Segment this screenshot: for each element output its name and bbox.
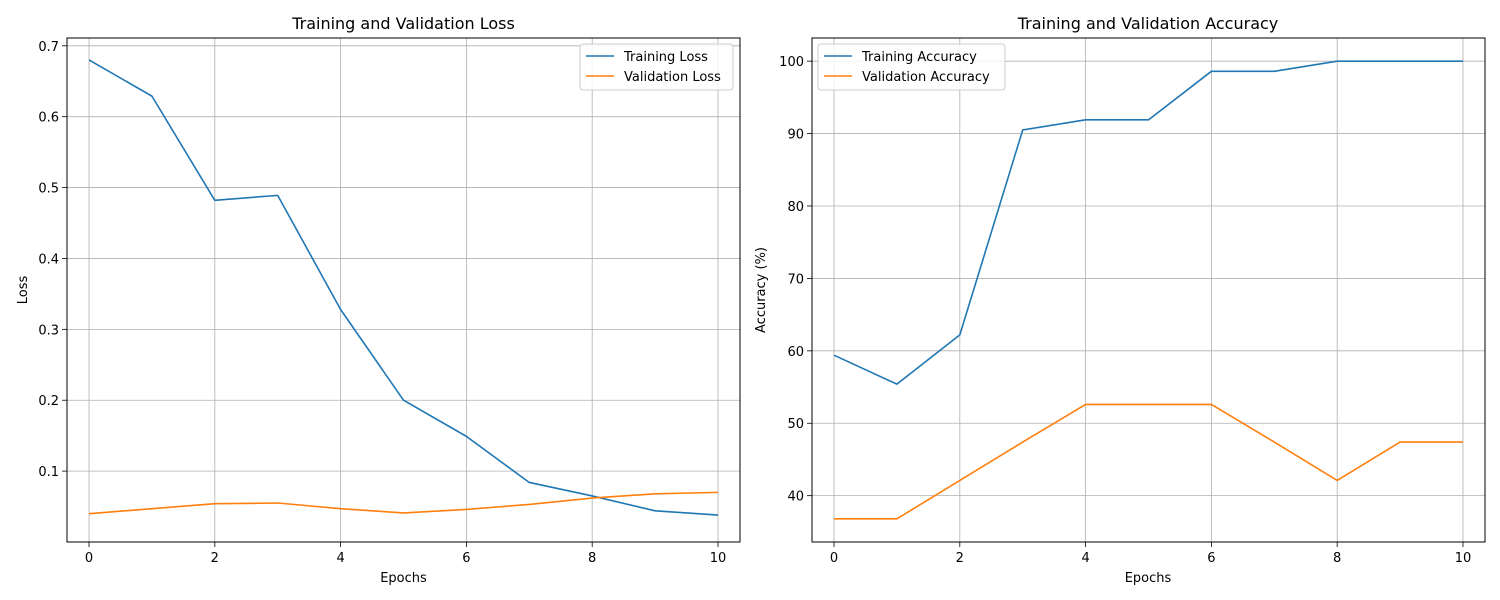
y-axis-label: Loss <box>16 276 31 305</box>
legend-box <box>817 43 1006 91</box>
legend-label-training-loss: Training Loss <box>623 50 708 65</box>
y-tick-label: 0.4 <box>38 252 59 267</box>
plot-frame <box>811 37 1486 543</box>
x-tick-label: 6 <box>462 551 470 566</box>
y-ticks: 0.1 0.2 0.3 0.4 0.5 0.6 0.7 <box>38 40 67 480</box>
series-line-validation-accuracy <box>834 403 1463 520</box>
x-ticks: 0 2 4 6 8 10 <box>830 542 1471 566</box>
x-tick-label: 2 <box>956 551 964 566</box>
grid <box>812 38 1485 542</box>
x-tick-label: 10 <box>710 551 727 566</box>
plot-frame <box>66 37 741 543</box>
y-tick-label: 90 <box>787 128 804 143</box>
y-tick-label: 0.3 <box>38 323 59 338</box>
y-tick-label: 0.7 <box>38 40 59 55</box>
x-tick-label: 2 <box>211 551 219 566</box>
y-tick-label: 0.5 <box>38 182 59 197</box>
x-tick-label: 8 <box>1333 551 1341 566</box>
series-line-validation-loss <box>88 491 719 515</box>
series-line-training-accuracy <box>833 60 1463 385</box>
y-tick-label: 0.6 <box>38 111 59 126</box>
legend: Training Accuracy Validation Accuracy <box>817 43 1006 91</box>
y-tick-label: 0.2 <box>38 394 59 409</box>
series-line-training-loss <box>88 59 719 516</box>
x-tick-label: 6 <box>1207 551 1215 566</box>
x-tick-label: 4 <box>1081 551 1089 566</box>
x-tick-label: 10 <box>1455 551 1472 566</box>
chart-title: Training and Validation Accuracy <box>1017 14 1279 33</box>
accuracy-chart: Training and Validation Accuracy 0 2 4 6 8 10… <box>754 14 1486 586</box>
chart-title: Training and Validation Loss <box>291 14 515 33</box>
y-tick-label: 70 <box>787 272 804 287</box>
y-tick-label: 0.1 <box>38 465 59 480</box>
legend-label-validation-loss: Validation Loss <box>624 70 721 85</box>
loss-chart: Training and Validation Loss 0 2 4 6 8 10 0.1… <box>16 14 741 586</box>
legend-label-validation-accuracy: Validation Accuracy <box>862 70 990 85</box>
series-lines <box>833 60 1463 520</box>
x-axis-label: Epochs <box>1125 571 1172 586</box>
legend-box <box>579 43 734 91</box>
y-tick-label: 40 <box>787 490 804 505</box>
x-axis-label: Epochs <box>380 571 427 586</box>
y-tick-label: 100 <box>779 55 804 70</box>
x-tick-label: 4 <box>336 551 344 566</box>
x-tick-label: 0 <box>830 551 838 566</box>
y-ticks: 40 50 60 70 80 90 100 <box>779 55 812 505</box>
y-tick-label: 80 <box>787 200 804 215</box>
y-tick-label: 60 <box>787 345 804 360</box>
legend-label-training-accuracy: Training Accuracy <box>861 50 977 65</box>
grid <box>67 38 740 542</box>
x-tick-label: 8 <box>588 551 596 566</box>
y-axis-label: Accuracy (%) <box>754 247 769 333</box>
legend: Training Loss Validation Loss <box>579 43 734 91</box>
y-tick-label: 50 <box>787 417 804 432</box>
x-ticks: 0 2 4 6 8 10 <box>85 542 726 566</box>
series-lines <box>88 59 719 516</box>
x-tick-label: 0 <box>85 551 93 566</box>
